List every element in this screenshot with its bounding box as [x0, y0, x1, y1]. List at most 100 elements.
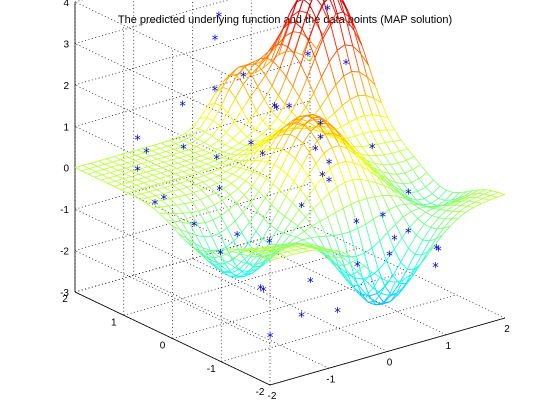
surface-mesh-segment	[219, 168, 227, 173]
surface-mesh-segment	[446, 189, 454, 193]
surface-mesh-segment	[194, 149, 203, 154]
surface-mesh-segment	[393, 237, 403, 250]
surface-mesh-segment	[153, 144, 160, 149]
surface-mesh-segment	[189, 171, 198, 176]
surface-mesh-segment	[300, 40, 309, 65]
surface-mesh-segment	[301, 151, 310, 167]
surface-mesh-segment	[202, 181, 210, 188]
surface-mesh-segment	[357, 95, 365, 116]
surface-mesh-segment	[318, 124, 326, 135]
data-point-marker: *	[191, 219, 198, 234]
surface-mesh-segment	[228, 89, 236, 99]
surface-mesh-segment	[126, 190, 135, 194]
surface-mesh-segment	[201, 152, 210, 157]
surface-mesh-segment	[291, 122, 298, 124]
surface-mesh-segment	[114, 156, 121, 161]
surface-mesh-segment	[401, 237, 409, 249]
surface-mesh-segment	[219, 253, 226, 258]
surface-mesh-segment	[368, 180, 377, 184]
surface-mesh-segment	[390, 195, 399, 197]
surface-mesh-segment	[192, 117, 201, 128]
surface-mesh-segment	[288, 246, 297, 249]
surface-mesh-segment	[330, 17, 339, 26]
surface-mesh-segment	[280, 248, 288, 253]
surface-mesh-segment	[370, 131, 378, 145]
surface-mesh-segment	[254, 67, 264, 74]
surface-mesh-segment	[284, 122, 292, 127]
surface-mesh-segment	[418, 255, 428, 267]
surface-mesh-segment	[81, 170, 89, 175]
surface-mesh-segment	[289, 225, 299, 236]
surface-mesh-segment	[270, 109, 278, 119]
surface-mesh-segment	[225, 121, 235, 133]
surface-mesh-segment	[354, 153, 364, 162]
surface-mesh-segment	[314, 187, 322, 202]
surface-mesh-segment	[120, 189, 128, 194]
data-point-marker: *	[134, 134, 141, 149]
surface-mesh-segment	[227, 159, 236, 166]
backwall-gridline-z	[74, 224, 311, 293]
surface-mesh-segment	[313, 114, 321, 118]
surface-mesh-segment	[409, 226, 417, 236]
surface-mesh-segment	[293, 181, 301, 190]
surface-mesh-segment	[97, 165, 104, 170]
surface-mesh-segment	[351, 71, 360, 73]
surface-mesh-segment	[154, 167, 163, 171]
surface-mesh-segment	[426, 245, 435, 257]
surface-mesh-segment	[191, 135, 198, 140]
surface-mesh-segment	[361, 146, 369, 156]
surface-mesh-segment	[380, 214, 389, 233]
surface-mesh-segment	[380, 293, 389, 296]
surface-mesh-segment	[150, 153, 159, 157]
surface-mesh-segment	[240, 121, 249, 132]
surface-mesh-segment	[117, 169, 125, 174]
surface-mesh-segment	[203, 175, 211, 180]
surface-mesh-segment	[303, 245, 311, 249]
surface-mesh-segment	[402, 216, 411, 228]
surface-mesh-segment	[338, 161, 347, 164]
surface-mesh-segment	[217, 249, 225, 251]
surface-mesh-segment	[404, 274, 412, 287]
surface-mesh-segment	[161, 199, 169, 207]
surface-mesh-segment	[322, 176, 330, 194]
surface-mesh-segment	[161, 142, 168, 147]
surface-mesh-segment	[449, 218, 459, 227]
surface-mesh-segment	[196, 142, 205, 148]
surface-mesh-segment	[255, 99, 265, 112]
surface-mesh-segment	[281, 245, 289, 249]
surface-mesh-segment	[245, 180, 253, 187]
surface-mesh-segment	[387, 117, 395, 131]
surface-mesh-segment	[365, 161, 373, 169]
surface-mesh-segment	[476, 193, 485, 198]
surface-mesh-segment	[417, 191, 425, 200]
surface-mesh-segment	[348, 256, 356, 279]
surface-mesh-segment	[322, 0, 325, 3]
surface-mesh-segment	[195, 234, 204, 238]
surface-mesh-segment	[202, 149, 210, 154]
surface-mesh-segment	[420, 164, 428, 173]
surface-mesh-segment	[388, 292, 397, 296]
data-point-marker: *	[432, 261, 439, 276]
surface-mesh-segment	[279, 189, 287, 197]
surface-mesh-segment	[396, 286, 405, 294]
surface-mesh-segment	[236, 75, 244, 85]
surface-mesh-segment	[250, 73, 259, 87]
surface-mesh-segment	[287, 22, 296, 47]
surface-mesh-segment	[176, 165, 185, 169]
surface-mesh-segment	[352, 179, 360, 202]
surface-mesh-segment	[286, 158, 296, 175]
surface-mesh-segment	[89, 168, 96, 173]
surface-mesh-segment	[155, 164, 163, 169]
surface-mesh-segment	[348, 255, 357, 258]
surface-mesh-segment	[260, 148, 270, 162]
surface-mesh-segment	[294, 248, 303, 251]
surface-mesh-segment	[366, 76, 375, 99]
surface-mesh-segment	[237, 188, 245, 196]
surface-mesh-segment	[276, 229, 284, 234]
surface-mesh-segment	[143, 180, 152, 184]
surface-mesh-segment	[263, 99, 272, 111]
surface-mesh-segment	[405, 160, 414, 170]
data-point-marker: *	[216, 11, 223, 26]
surface-mesh-segment	[373, 97, 381, 116]
surface-mesh-segment	[170, 164, 177, 169]
